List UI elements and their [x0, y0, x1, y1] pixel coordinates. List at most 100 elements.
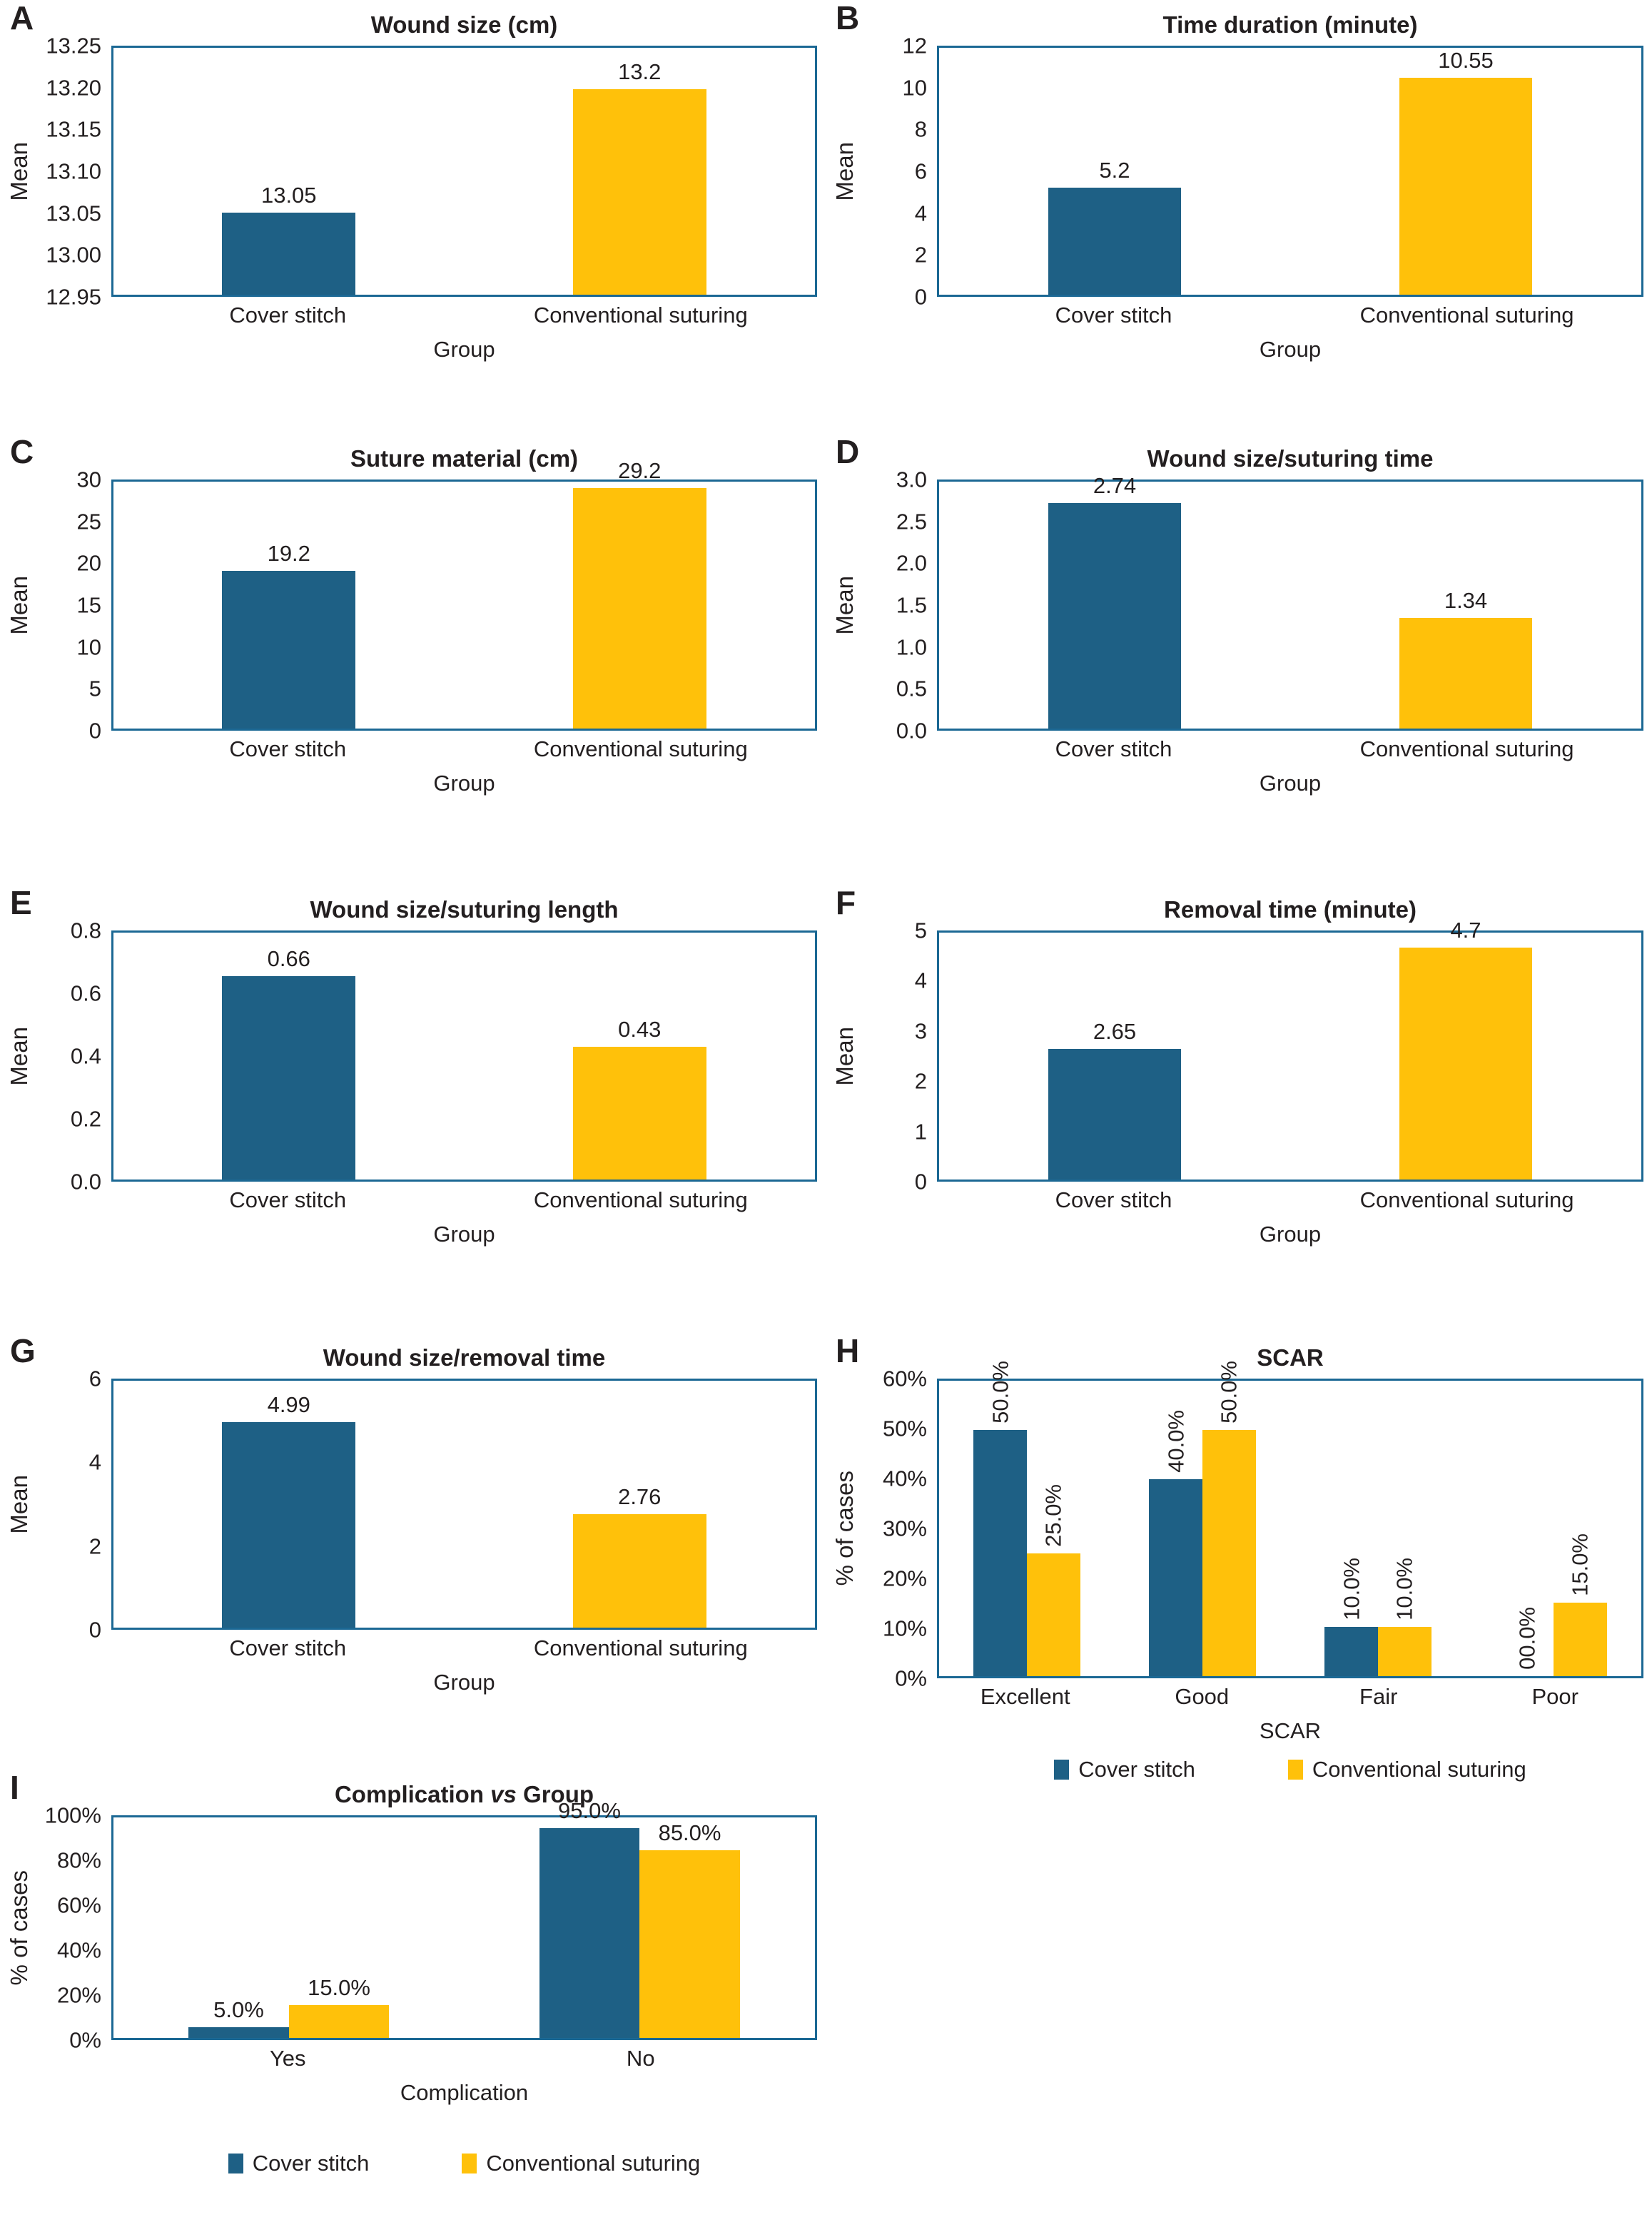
- x-axis-label-segment: Group: [1259, 771, 1322, 796]
- bar-value-label: 50.0%: [1216, 1361, 1242, 1424]
- y-tick-label: 40%: [56, 1937, 101, 1963]
- bar-cover-stitch: [1048, 1048, 1182, 1180]
- y-tick-label: 13.20: [46, 75, 101, 101]
- x-axis-label: Group: [111, 331, 817, 368]
- y-tick-label: 20%: [882, 1566, 927, 1591]
- bar-value-label: 0.66: [267, 945, 310, 971]
- x-axis-label: Group: [111, 1664, 817, 1701]
- bar-conventional-suturing: [1399, 947, 1533, 1180]
- x-tick-label: Conventional suturing: [1359, 736, 1574, 761]
- chart-title: Wound size/removal time: [111, 1337, 817, 1379]
- y-axis-ticks: 0 5 10 15 20 25 30: [39, 469, 111, 742]
- bar-cover-stitch: [973, 1430, 1027, 1676]
- bar-cover-stitch: [222, 975, 356, 1180]
- chart-title: Removal time (minute): [937, 889, 1643, 930]
- chart-title-segment: Wound size/suturing time: [1147, 445, 1434, 472]
- y-tick-label: 20: [76, 550, 101, 576]
- x-tick-label: Conventional suturing: [533, 1635, 748, 1660]
- panel-letter-D: D: [836, 433, 860, 470]
- bar-cover-stitch: [1048, 188, 1182, 295]
- x-axis-label-segment: Group: [433, 771, 495, 796]
- y-tick-label: 0: [88, 1617, 101, 1643]
- y-axis-label: Mean: [6, 575, 32, 635]
- plot-area: 19.2 29.2: [111, 460, 817, 731]
- chart-title: Complication vs Group: [111, 1774, 817, 1815]
- chart-title: Wound size (cm): [111, 4, 817, 46]
- y-tick-label: 30: [76, 467, 101, 492]
- bar-conventional-suturing: [1399, 77, 1533, 295]
- y-tick-label: 2: [914, 1068, 927, 1094]
- x-axis-label: Group: [937, 1216, 1643, 1253]
- y-tick-label: 13.15: [46, 116, 101, 142]
- y-tick-label: 10: [76, 634, 101, 660]
- y-tick-label: 2: [88, 1533, 101, 1559]
- chart-title-segment: Suture material (cm): [350, 445, 579, 472]
- y-axis-label: Mean: [6, 141, 32, 201]
- y-tick-label: 13.10: [46, 158, 101, 184]
- legend-label: Conventional suturing: [1312, 1757, 1526, 1782]
- chart-title-segment: Time duration (minute): [1162, 11, 1418, 38]
- y-tick-label: 1.5: [896, 592, 927, 618]
- chart-G: Wound size/removal time Mean 0 2 4 6 4.99 2.76 C…: [0, 1337, 826, 1701]
- bar-conventional-suturing: [639, 1850, 740, 2038]
- bar-value-label: 40.0%: [1163, 1410, 1189, 1473]
- x-tick-label: Fair: [1359, 1684, 1398, 1709]
- chart-title: Time duration (minute): [937, 4, 1643, 46]
- bar-value-label: 10.0%: [1392, 1558, 1417, 1621]
- bar-value-label: 25.0%: [1040, 1483, 1066, 1547]
- x-axis-ticks: Cover stitch Conventional suturing: [111, 297, 817, 331]
- bar-value-label: 0.43: [618, 1017, 662, 1043]
- y-tick-label: 0.5: [896, 676, 927, 701]
- x-tick-label: No: [626, 2046, 655, 2071]
- x-axis-label-segment: Group: [433, 337, 495, 362]
- x-tick-label: Yes: [269, 2046, 306, 2071]
- legend-item-conventional-suturing: Conventional suturing: [1287, 1757, 1526, 1782]
- chart-title-italic-segment: vs: [490, 1781, 517, 1807]
- x-tick-label: Cover stitch: [229, 1187, 347, 1212]
- x-axis-label: Group: [937, 331, 1643, 368]
- y-tick-label: 13.25: [46, 33, 101, 59]
- panel-E: E Wound size/suturing length Mean 0.0 0.2 0.4…: [0, 885, 826, 1333]
- x-axis-label: SCAR: [937, 1713, 1643, 1750]
- legend-item-cover-stitch: Cover stitch: [1054, 1757, 1195, 1782]
- y-axis-ticks: 12.95 13.00 13.05 13.10 13.15 13.20 13.25: [39, 35, 111, 308]
- plot-area: 5.2 10.55: [937, 46, 1643, 297]
- chart-D: Wound size/suturing time Mean 0.0 0.5 1.0 1.5…: [826, 438, 1652, 802]
- chart-title: Suture material (cm): [111, 438, 817, 480]
- legend: Cover stitch Conventional suturing: [111, 2111, 817, 2176]
- x-tick-label: Good: [1175, 1684, 1230, 1709]
- panel-G: G Wound size/removal time Mean 0 2 4 6 4.99 2.76…: [0, 1333, 826, 1770]
- plot-area: 0.66 0.43: [111, 930, 817, 1182]
- y-tick-label: 0.6: [70, 980, 101, 1006]
- chart-title: Wound size/suturing time: [937, 438, 1643, 480]
- panel-H: H SCAR % of cases 0% 10% 20% 30% 40% 50% 60% 50.0%…: [826, 1332, 1652, 1782]
- y-tick-label: 40%: [882, 1466, 927, 1491]
- bar-value-label: 15.0%: [308, 1974, 370, 2000]
- chart-title-segment: Wound size (cm): [370, 11, 558, 38]
- x-axis-ticks: Cover stitch Conventional suturing: [937, 731, 1643, 765]
- x-tick-label: Cover stitch: [1055, 736, 1172, 761]
- bar-value-label: 85.0%: [658, 1820, 721, 1846]
- panel-letter-E: E: [10, 884, 32, 921]
- y-tick-label: 12.95: [46, 284, 101, 310]
- y-axis-ticks: 0 2 4 6 8 10 12: [864, 35, 937, 308]
- x-axis-ticks: Excellent Good Fair Poor: [937, 1678, 1643, 1713]
- chart-F: Removal time (minute) Mean 0 1 2 3 4 5 2.65 4.7 Co…: [826, 889, 1652, 1253]
- legend-swatch-icon: [228, 2154, 243, 2173]
- panel-letter-H: H: [836, 1332, 860, 1369]
- y-tick-label: 5: [88, 676, 101, 701]
- y-tick-label: 6: [914, 158, 927, 184]
- y-tick-label: 0.4: [70, 1043, 101, 1069]
- bar-value-label: 10.55: [1438, 47, 1494, 73]
- legend-item-conventional-suturing: Conventional suturing: [462, 2151, 700, 2176]
- legend-swatch-icon: [1054, 1760, 1070, 1780]
- bar-value-label: 13.2: [618, 59, 662, 84]
- y-axis-label: Mean: [831, 141, 858, 201]
- x-axis-label-segment: Complication: [400, 2080, 529, 2105]
- y-axis-label: Mean: [6, 1474, 32, 1534]
- y-tick-label: 4: [914, 201, 927, 226]
- x-axis-ticks: Cover stitch Conventional suturing: [111, 731, 817, 765]
- y-tick-label: 20%: [56, 1982, 101, 2008]
- x-tick-label: Cover stitch: [229, 736, 347, 761]
- y-tick-label: 4: [88, 1449, 101, 1475]
